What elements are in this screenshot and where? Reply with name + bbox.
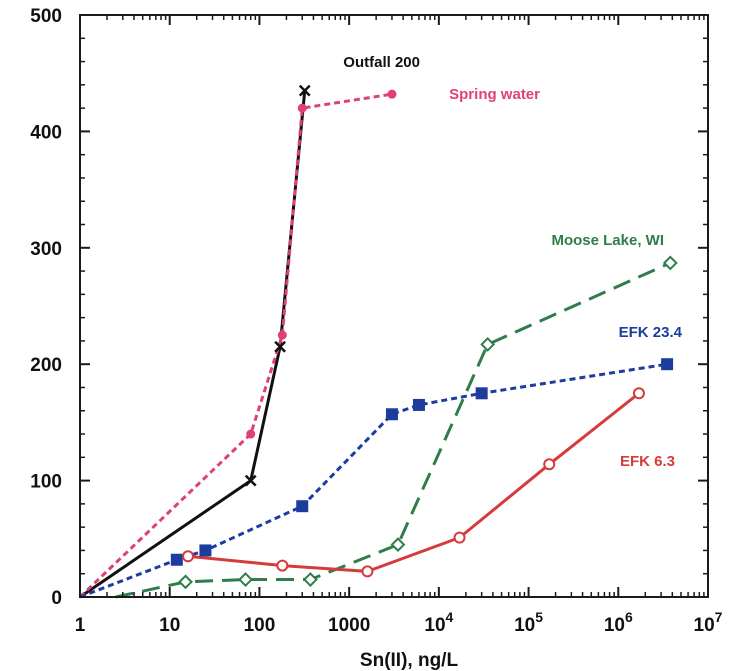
series-marker bbox=[277, 330, 287, 340]
series-marker bbox=[170, 553, 183, 566]
series-marker bbox=[178, 574, 193, 590]
x-tick-label: 1000 bbox=[328, 615, 370, 636]
series-label: EFK 23.4 bbox=[619, 324, 683, 341]
series-marker-stroke bbox=[244, 474, 257, 487]
y-tick-label: 300 bbox=[30, 239, 62, 260]
x-tick-label: 104 bbox=[424, 609, 453, 636]
series-marker bbox=[238, 572, 253, 587]
y-tick-label: 500 bbox=[30, 6, 62, 27]
y-axis: 0 100 200 300 400 500 bbox=[30, 6, 708, 609]
series-marker bbox=[632, 387, 645, 400]
series-marker bbox=[246, 429, 256, 439]
series-label: Moose Lake, WI bbox=[551, 232, 664, 249]
series-marker bbox=[244, 474, 257, 487]
series-markers bbox=[170, 84, 678, 590]
y-tick-label: 200 bbox=[30, 355, 62, 376]
y-tick-label: 0 bbox=[51, 588, 62, 609]
x-tick-label: 105 bbox=[514, 609, 543, 636]
series-lines bbox=[78, 90, 671, 599]
x-axis: 1 10 100 1000 104 105 106 107 bbox=[75, 15, 723, 636]
series-marker bbox=[543, 458, 556, 471]
series-marker bbox=[296, 500, 309, 513]
series-marker bbox=[302, 572, 318, 587]
series-marker bbox=[475, 387, 488, 400]
series-marker bbox=[298, 84, 311, 97]
series-line bbox=[78, 92, 393, 599]
series-label: Spring water bbox=[449, 86, 540, 103]
series-line bbox=[79, 90, 307, 599]
series-marker-stroke bbox=[298, 84, 311, 97]
series-marker bbox=[453, 531, 466, 544]
x-tick-label: 100 bbox=[244, 615, 276, 636]
series-marker bbox=[387, 89, 397, 99]
series-marker bbox=[412, 398, 425, 411]
series-line bbox=[187, 392, 640, 573]
series-marker bbox=[361, 565, 374, 578]
series-marker bbox=[297, 103, 307, 113]
x-tick-label: 107 bbox=[694, 609, 723, 636]
series-marker bbox=[182, 550, 195, 563]
series-marker-stroke bbox=[274, 340, 286, 353]
series-line bbox=[79, 362, 668, 599]
y-tick-label: 100 bbox=[30, 472, 62, 493]
x-tick-label: 106 bbox=[604, 609, 633, 636]
series-label: EFK 6.3 bbox=[620, 453, 675, 470]
y-tick-label: 400 bbox=[30, 122, 62, 143]
series-marker bbox=[274, 340, 286, 353]
x-tick-label: 10 bbox=[159, 615, 180, 636]
series-marker bbox=[199, 544, 212, 557]
series-marker bbox=[385, 408, 398, 421]
x-axis-label: Sn(II), ng/L bbox=[360, 650, 459, 671]
series-marker bbox=[480, 336, 496, 352]
series-marker bbox=[662, 255, 678, 271]
series-marker bbox=[661, 358, 674, 371]
series-marker bbox=[390, 537, 406, 553]
plot-frame bbox=[79, 14, 709, 598]
x-tick-label: 1 bbox=[75, 615, 86, 636]
series-marker bbox=[276, 559, 289, 572]
series-labels: Outfall 200 Spring water Moose Lake, WI EFK… bbox=[343, 54, 682, 470]
series-label: Outfall 200 bbox=[343, 54, 420, 71]
